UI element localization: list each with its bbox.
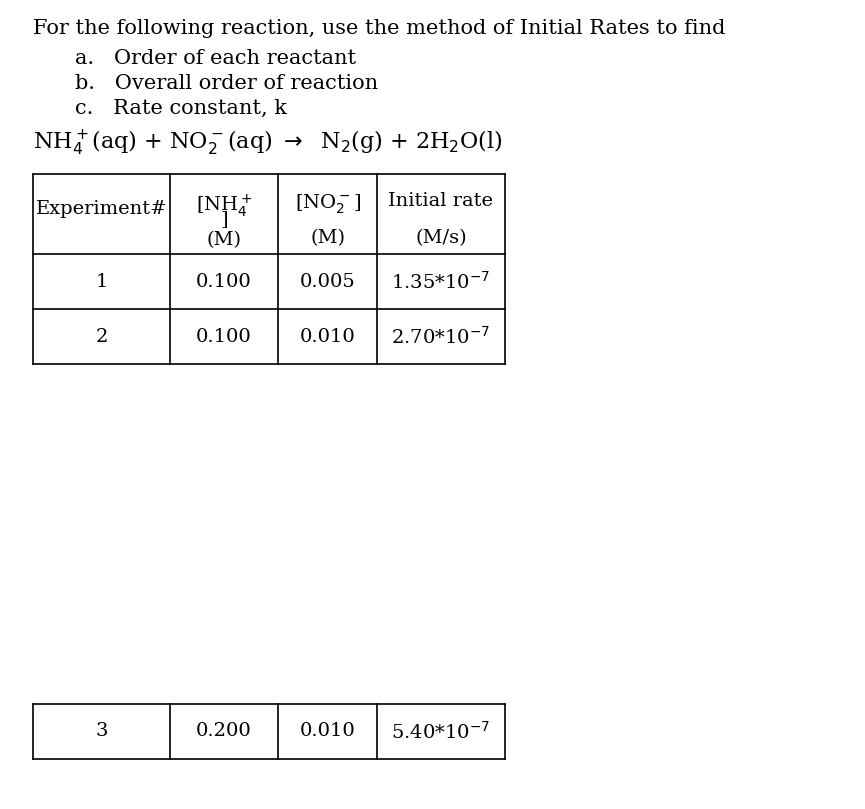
Text: 1.35*10$^{-7}$: 1.35*10$^{-7}$	[391, 270, 490, 292]
Text: [NO$_2^-$]: [NO$_2^-$]	[295, 192, 361, 215]
Text: 2.70*10$^{-7}$: 2.70*10$^{-7}$	[391, 325, 490, 347]
Text: (M): (M)	[311, 229, 345, 247]
Text: Initial rate: Initial rate	[388, 192, 493, 210]
Text: NH$_4^+$(aq) + NO$_2^-$(aq) $\rightarrow$  N$_2$(g) + 2H$_2$O(l): NH$_4^+$(aq) + NO$_2^-$(aq) $\rightarrow…	[33, 128, 503, 157]
Text: 3: 3	[95, 722, 107, 740]
Text: (M): (M)	[207, 231, 241, 249]
Text: For the following reaction, use the method of Initial Rates to find: For the following reaction, use the meth…	[33, 19, 726, 38]
Text: 1: 1	[95, 273, 107, 290]
Text: 0.010: 0.010	[300, 722, 356, 740]
Text: [NH$_4^+$: [NH$_4^+$	[195, 192, 253, 218]
Text: Experiment#: Experiment#	[35, 200, 167, 218]
Text: b.   Overall order of reaction: b. Overall order of reaction	[75, 74, 379, 93]
Text: 0.100: 0.100	[196, 328, 252, 345]
Text: 2: 2	[95, 328, 107, 345]
Text: 0.200: 0.200	[196, 722, 252, 740]
Text: 5.40*10$^{-7}$: 5.40*10$^{-7}$	[391, 721, 490, 743]
Text: a.   Order of each reactant: a. Order of each reactant	[75, 49, 356, 68]
Text: (M/s): (M/s)	[415, 229, 467, 247]
Text: ]: ]	[221, 210, 227, 228]
Text: c.   Rate constant, k: c. Rate constant, k	[75, 99, 287, 118]
Text: 0.010: 0.010	[300, 328, 356, 345]
Text: 0.005: 0.005	[300, 273, 356, 290]
Text: 0.100: 0.100	[196, 273, 252, 290]
